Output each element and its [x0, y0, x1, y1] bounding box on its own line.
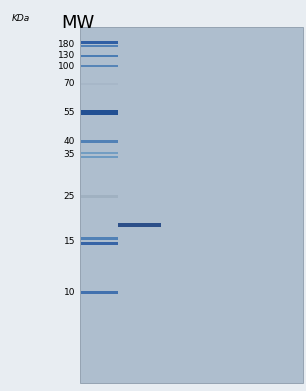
Bar: [81, 45, 118, 47]
Text: 10: 10: [63, 288, 75, 297]
Bar: [81, 156, 118, 158]
Bar: [81, 242, 118, 245]
Bar: [81, 110, 118, 115]
Bar: [80, 27, 303, 383]
Text: 25: 25: [64, 192, 75, 201]
Bar: [81, 41, 118, 44]
Bar: [81, 196, 118, 198]
Text: 55: 55: [63, 108, 75, 117]
Text: 100: 100: [58, 61, 75, 71]
Bar: [118, 223, 161, 227]
Text: MW: MW: [61, 14, 95, 32]
Text: 35: 35: [63, 150, 75, 160]
Bar: [81, 65, 118, 67]
Text: KDa: KDa: [12, 14, 31, 23]
Text: 15: 15: [63, 237, 75, 246]
Bar: [81, 83, 118, 84]
Text: 180: 180: [58, 40, 75, 49]
Bar: [81, 237, 118, 240]
Text: 40: 40: [64, 137, 75, 146]
Text: 130: 130: [58, 51, 75, 61]
Bar: [81, 54, 118, 57]
Bar: [81, 152, 118, 154]
Text: 70: 70: [63, 79, 75, 88]
Bar: [81, 291, 118, 294]
Bar: [81, 140, 118, 143]
